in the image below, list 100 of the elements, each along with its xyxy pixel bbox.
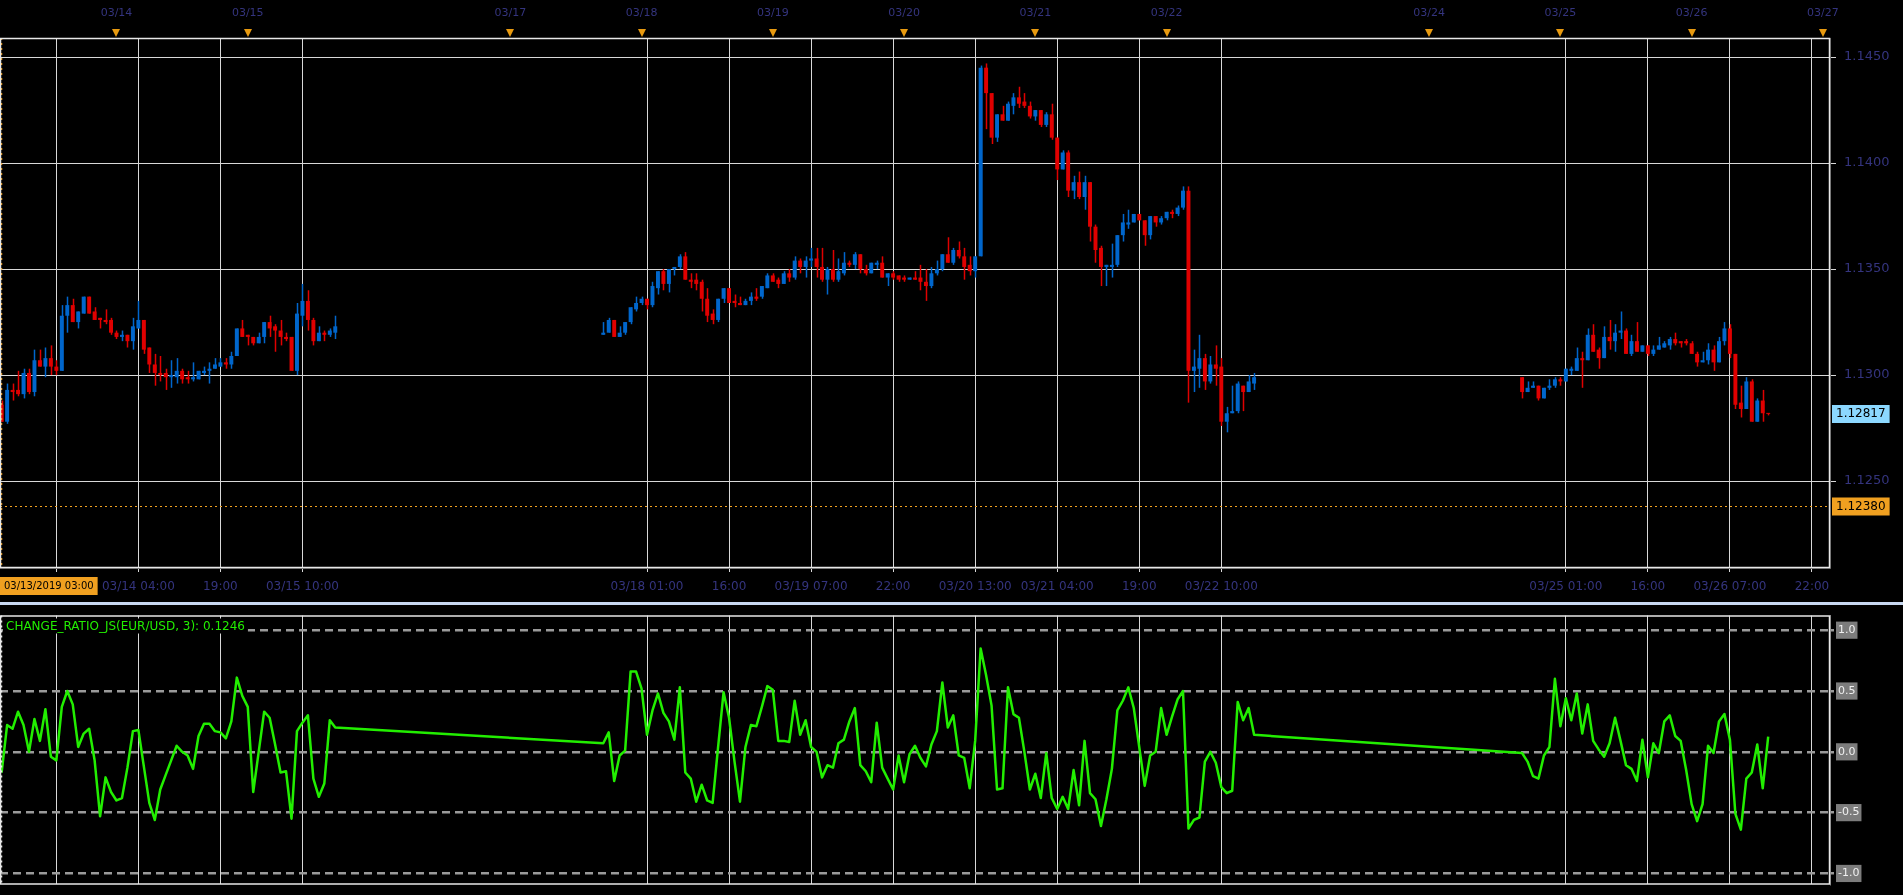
candlestick <box>152 353 157 387</box>
candlestick <box>1634 321 1639 353</box>
y-tick-label: 1.1450 <box>1844 48 1890 64</box>
x2-tick-label: 03/22 <box>1150 6 1183 20</box>
candlestick <box>1607 319 1612 351</box>
candlestick <box>1049 102 1054 141</box>
x-tick-label: 03/22 10:00 <box>1184 579 1258 594</box>
y-tick-label: 1.0 <box>1838 623 1856 637</box>
candlestick <box>1098 245 1103 287</box>
x-tick-label: 22:00 <box>875 579 911 594</box>
candlestick <box>262 321 267 345</box>
candlestick <box>278 319 283 347</box>
x2-tick-label: 03/21 <box>1019 6 1052 20</box>
candlestick <box>809 247 814 268</box>
x-tick-label: 03/14 04:00 <box>101 579 175 594</box>
candlestick <box>880 255 885 279</box>
x2-tick-label: 03/25 <box>1544 6 1577 20</box>
x-tick-label: 03/21 04:00 <box>1020 579 1094 594</box>
candlestick <box>1142 219 1147 247</box>
candlestick <box>1109 242 1114 279</box>
candlestick <box>705 287 710 323</box>
candlestick <box>163 367 168 391</box>
candlestick <box>967 255 972 277</box>
candlestick <box>820 247 824 283</box>
candlestick <box>699 278 704 313</box>
candlestick <box>1077 170 1082 200</box>
y-tick-label: -1.0 <box>1838 866 1860 880</box>
y-tick-label: 0.0 <box>1838 744 1856 758</box>
candlestick <box>311 317 316 347</box>
candlestick <box>1208 355 1213 385</box>
x2-tick-label: 03/26 <box>1675 6 1708 20</box>
y-tick-label: 1.1300 <box>1844 366 1890 382</box>
x-tick-label: 03/26 07:00 <box>1693 579 1767 594</box>
y-tick-label: 0.5 <box>1838 683 1856 697</box>
ref-line-label: 1.12380 <box>1836 498 1886 513</box>
candlestick <box>792 255 797 281</box>
candlestick <box>1755 397 1760 423</box>
candlestick <box>43 346 48 378</box>
x-tick-label: 19:00 <box>1121 579 1157 594</box>
y-tick-label: 1.1400 <box>1844 154 1890 170</box>
candlestick <box>1071 175 1076 200</box>
candlestick <box>655 270 660 296</box>
candlestick <box>1574 346 1579 372</box>
x-tick-label: 03/19 07:00 <box>774 579 848 594</box>
chart-title: CHANGE_RATIO_JS(EUR/USD, 3): 0.1246 <box>6 618 245 633</box>
candlestick <box>836 257 841 283</box>
candlestick <box>1722 321 1727 347</box>
candlestick <box>1230 384 1235 414</box>
candlestick <box>830 249 835 283</box>
candlestick <box>1717 336 1721 364</box>
candlestick <box>1602 325 1607 359</box>
x-tick-label: 03/18 01:00 <box>610 579 684 594</box>
candlestick <box>995 113 1000 143</box>
candlestick <box>962 247 967 281</box>
x2-tick-label: 03/15 <box>231 6 264 20</box>
x2-tick-label: 03/18 <box>625 6 658 20</box>
y-tick-label: -0.5 <box>1838 805 1860 819</box>
candlestick <box>1596 346 1601 370</box>
candlestick <box>1738 384 1743 419</box>
candlestick <box>1202 353 1207 391</box>
candlestick <box>174 357 179 385</box>
text: 1.12817 <box>1836 406 1886 420</box>
candlestick <box>1613 323 1618 353</box>
candlestick <box>683 251 688 281</box>
candlestick <box>923 268 928 302</box>
x-tick-label: 19:00 <box>203 579 238 594</box>
candlestick <box>27 367 31 395</box>
y-tick-label: 1.1350 <box>1844 260 1890 276</box>
candlestick <box>65 295 70 334</box>
x-tick-label: 16:00 <box>711 579 747 594</box>
x2-tick-label: 03/27 <box>1807 6 1839 20</box>
candlestick <box>661 268 666 292</box>
x-tick-label: 16:00 <box>1630 579 1666 594</box>
candlestick <box>305 289 310 332</box>
candlestick <box>1760 389 1765 423</box>
candlestick <box>841 251 846 277</box>
candlestick <box>1181 185 1185 211</box>
candlestick <box>973 255 978 279</box>
candlestick <box>666 268 671 294</box>
x-tick-label: 03/25 01:00 <box>1529 579 1603 594</box>
ref-line-label: 03/13/2019 03:00 <box>4 579 94 591</box>
candlestick <box>1224 406 1229 434</box>
x2-tick-label: 03/17 <box>494 6 527 20</box>
y-tick-label: 1.1250 <box>1844 472 1890 488</box>
x2-tick-label: 03/19 <box>756 6 789 20</box>
candlestick <box>48 344 53 376</box>
candlestick <box>858 253 863 275</box>
candlestick <box>1706 342 1711 366</box>
x2-tick-label: 03/20 <box>888 6 920 20</box>
x2-tick-label: 03/24 <box>1413 6 1445 20</box>
candlestick <box>158 355 163 383</box>
candlestick <box>1624 327 1628 355</box>
x2-tick-label: 03/14 <box>100 6 133 20</box>
x-tick-label: 03/20 13:00 <box>938 579 1012 594</box>
candlestick <box>1591 323 1596 353</box>
x-tick-label: 03/15 10:00 <box>265 579 339 594</box>
candlestick <box>191 361 196 383</box>
candlestick <box>929 266 934 289</box>
candlestick <box>1580 351 1585 389</box>
candlestick <box>1148 215 1153 241</box>
